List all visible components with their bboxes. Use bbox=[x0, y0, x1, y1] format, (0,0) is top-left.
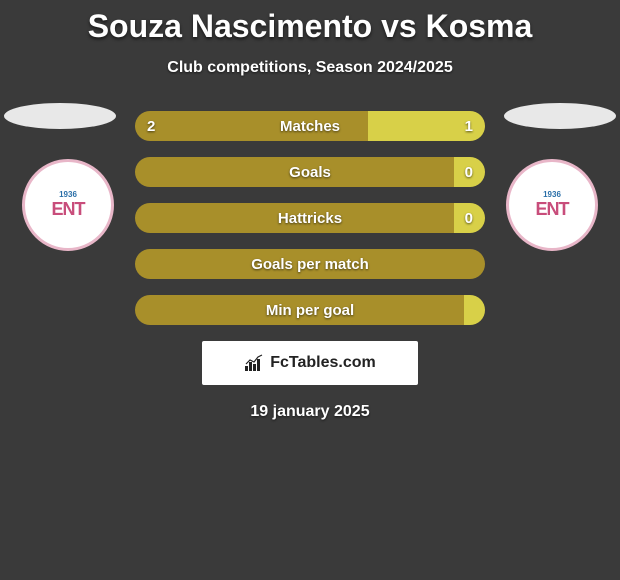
stat-rows: Matches21 Goals0 Hattricks0 Goals per match… bbox=[135, 111, 485, 325]
badge-text-left: ENT bbox=[52, 200, 85, 220]
stat-row: Goals per match bbox=[135, 249, 485, 279]
badge-text-right: ENT bbox=[536, 200, 569, 220]
club-badge-left: 1936 ENT bbox=[22, 159, 114, 251]
stat-row: Min per goal bbox=[135, 295, 485, 325]
club-badge-right: 1936 ENT bbox=[506, 159, 598, 251]
brand-logo: FcTables.com bbox=[202, 341, 418, 385]
stat-row: Hattricks0 bbox=[135, 203, 485, 233]
bar-left bbox=[135, 295, 464, 325]
player-ellipse-right bbox=[504, 103, 616, 129]
date-label: 19 january 2025 bbox=[0, 403, 620, 421]
subtitle: Club competitions, Season 2024/2025 bbox=[0, 59, 620, 77]
brand-text: FcTables.com bbox=[270, 354, 376, 372]
bar-right bbox=[454, 203, 486, 233]
player-ellipse-left bbox=[4, 103, 116, 129]
bar-left bbox=[135, 249, 485, 279]
chart-icon bbox=[244, 354, 264, 372]
bar-left bbox=[135, 157, 454, 187]
bar-left bbox=[135, 203, 454, 233]
page-title: Souza Nascimento vs Kosma bbox=[0, 8, 620, 45]
comparison-chart: 1936 ENT 1936 ENT Matches21 Goals0 Hattric… bbox=[0, 111, 620, 421]
bar-right bbox=[454, 157, 486, 187]
bar-right bbox=[464, 295, 485, 325]
bar-right bbox=[368, 111, 485, 141]
stat-row: Goals0 bbox=[135, 157, 485, 187]
stat-row: Matches21 bbox=[135, 111, 485, 141]
bar-left bbox=[135, 111, 368, 141]
